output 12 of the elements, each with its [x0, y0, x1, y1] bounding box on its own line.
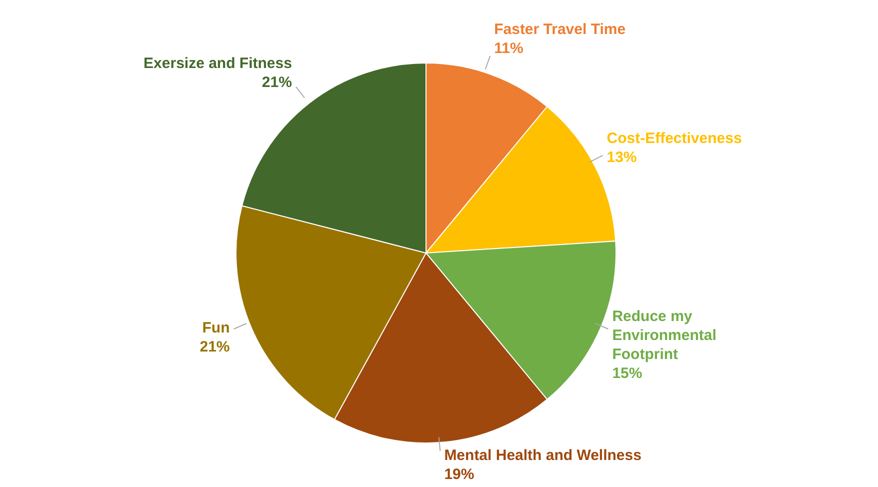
slice-label: Reduce my Environmental Footprint	[612, 308, 716, 364]
data-label: 19%	[444, 466, 474, 483]
slice-label: Fun	[202, 320, 230, 337]
slice-label: Cost-Effectiveness	[606, 130, 742, 147]
data-label: 21%	[262, 74, 292, 91]
data-label: 13%	[606, 148, 637, 166]
data-label: 21%	[200, 338, 230, 356]
slice-label: Exersize and Fitness	[144, 54, 292, 72]
data-label: 11%	[494, 40, 524, 58]
slice-label: Mental Health and Wellness	[444, 447, 642, 464]
data-label: 15%	[612, 365, 642, 382]
slice-label: Faster Travel Time	[494, 21, 626, 38]
